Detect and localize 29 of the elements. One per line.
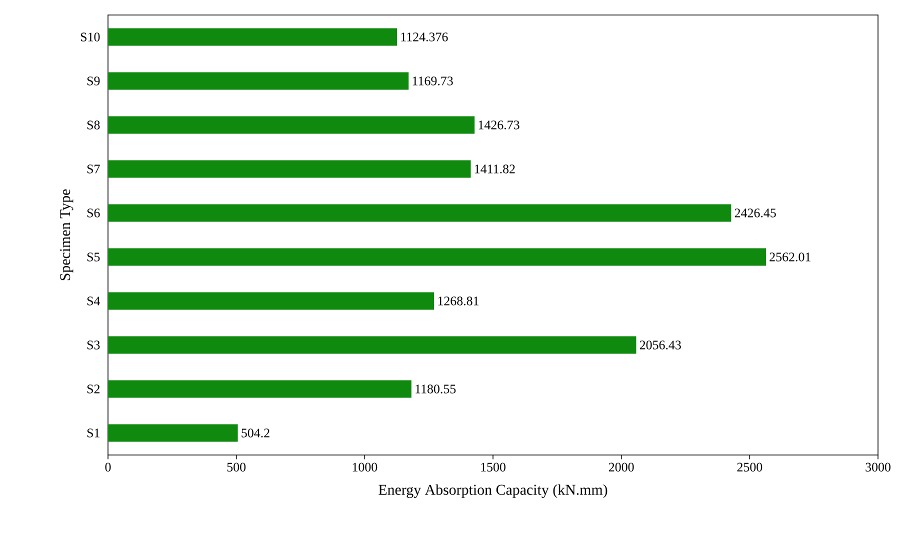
y-tick-label: S6 (87, 208, 100, 218)
y-axis-title: Specimen Type (60, 189, 74, 280)
y-tick-label: S4 (87, 296, 100, 306)
x-tick-label: 0 (105, 462, 111, 472)
x-tick-label: 2500 (737, 462, 762, 472)
data-label: 2426.45 (734, 208, 776, 218)
y-tick-label: S2 (87, 384, 100, 394)
y-tick-label: S7 (87, 164, 100, 174)
x-tick-label: 1000 (352, 462, 378, 472)
y-tick-label: S3 (87, 340, 100, 350)
y-tick-label: S9 (87, 76, 100, 86)
y-tick-label: S1 (87, 428, 100, 438)
x-tick-label: 500 (227, 462, 246, 472)
x-axis-title: Energy Absorption Capacity (kN.mm) (378, 484, 608, 498)
data-label: 2562.01 (770, 252, 810, 262)
y-tick-label: S8 (87, 120, 100, 130)
x-tick-label: 2000 (608, 462, 634, 472)
data-label: 1426.73 (478, 120, 520, 130)
data-label: 1411.82 (475, 164, 515, 174)
y-tick-label: S10 (80, 32, 100, 42)
data-label: 1180.55 (416, 384, 456, 394)
data-label: 1268.81 (438, 296, 479, 306)
x-tick-label: 1500 (481, 462, 506, 472)
data-label: 2056.43 (640, 340, 681, 350)
x-tick-label: 3000 (866, 462, 890, 472)
data-label: 1169.73 (412, 76, 453, 86)
data-label: 1124.376 (401, 32, 448, 42)
data-label: 504.2 (242, 428, 270, 438)
y-tick-label: S5 (87, 252, 100, 262)
